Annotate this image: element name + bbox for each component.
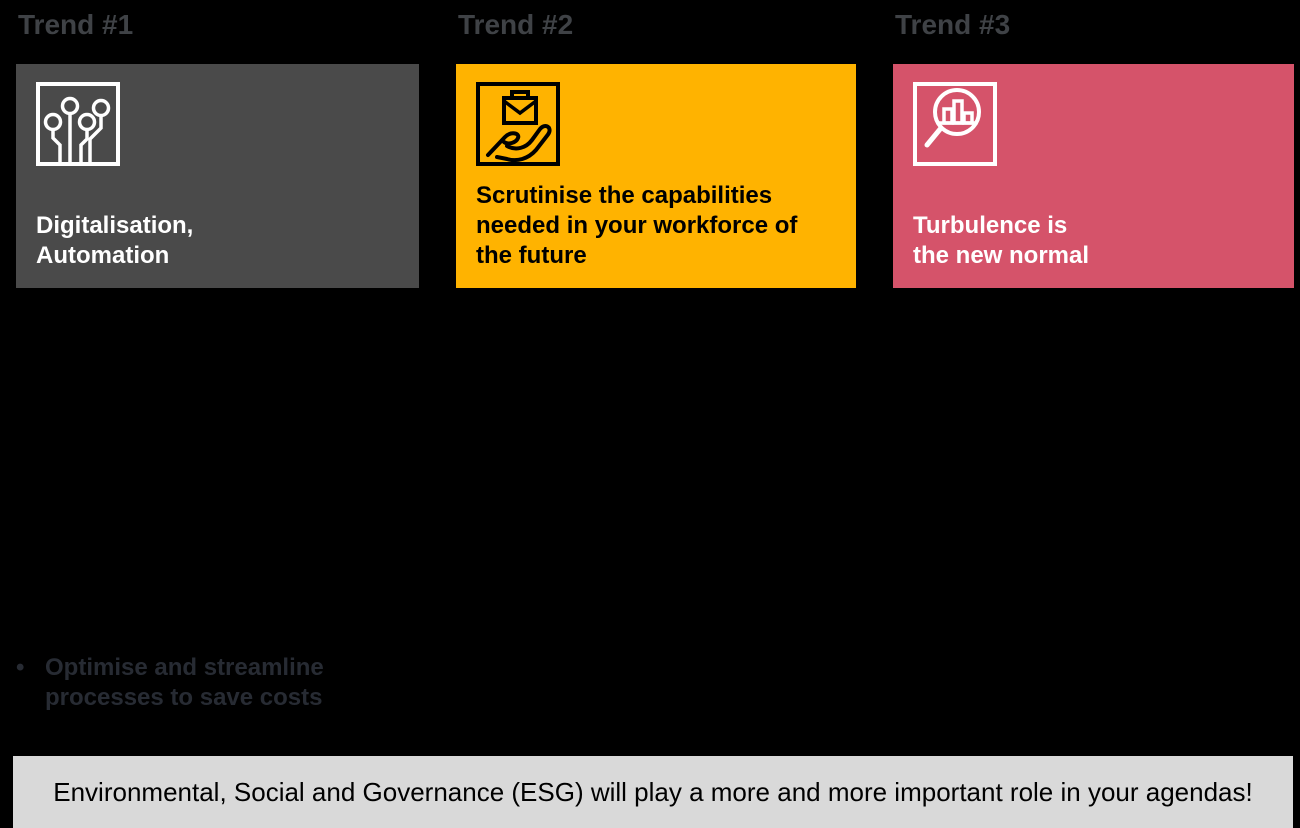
trend-1-text: Digitalisation, Automation bbox=[36, 211, 193, 271]
trend-1-title: Trend #1 bbox=[18, 9, 134, 40]
bullet-marker: • bbox=[16, 654, 25, 681]
esg-banner-text: Environmental, Social and Governance (ES… bbox=[53, 777, 1253, 807]
trend-3-title: Trend #3 bbox=[895, 9, 1011, 40]
magnifier-bar-chart-icon bbox=[913, 82, 997, 166]
bullet-text-line: Optimise and streamline bbox=[45, 654, 324, 681]
esg-banner: Environmental, Social and Governance (ES… bbox=[13, 756, 1293, 828]
circuit-board-icon bbox=[36, 82, 120, 166]
trend-2-title: Trend #2 bbox=[458, 9, 574, 40]
bullet-item-optimise: • Optimise and streamline processes to s… bbox=[16, 653, 324, 713]
trend-3-text-line: Turbulence is bbox=[913, 212, 1068, 239]
bullet-text-line: processes to save costs bbox=[45, 684, 323, 711]
bullet-text: Optimise and streamline processes to sav… bbox=[45, 653, 324, 713]
trend-2-card: Scrutinise the capabilities needed in yo… bbox=[456, 64, 856, 288]
trend-2-text-line: the future bbox=[476, 242, 587, 269]
trend-2-column: Trend #2 Scrutinise the capabilities nee… bbox=[456, 0, 856, 288]
trend-1-text-line: Automation bbox=[36, 242, 170, 269]
trend-2-text-line: needed in your workforce of bbox=[476, 212, 798, 239]
trend-1-card: Digitalisation, Automation bbox=[16, 64, 419, 288]
trend-3-column: Trend #3 Turbulence is the new normal bbox=[893, 0, 1294, 288]
trend-2-text: Scrutinise the capabilities needed in yo… bbox=[476, 181, 797, 271]
trend-3-card: Turbulence is the new normal bbox=[893, 64, 1294, 288]
briefcase-in-hand-icon bbox=[476, 82, 560, 166]
trend-1-column: Trend #1 Digitalisation, Automation bbox=[16, 0, 419, 288]
trend-3-text: Turbulence is the new normal bbox=[913, 211, 1089, 271]
trend-1-text-line: Digitalisation, bbox=[36, 212, 194, 239]
trend-2-text-line: Scrutinise the capabilities bbox=[476, 182, 773, 209]
trend-3-text-line: the new normal bbox=[913, 242, 1090, 269]
